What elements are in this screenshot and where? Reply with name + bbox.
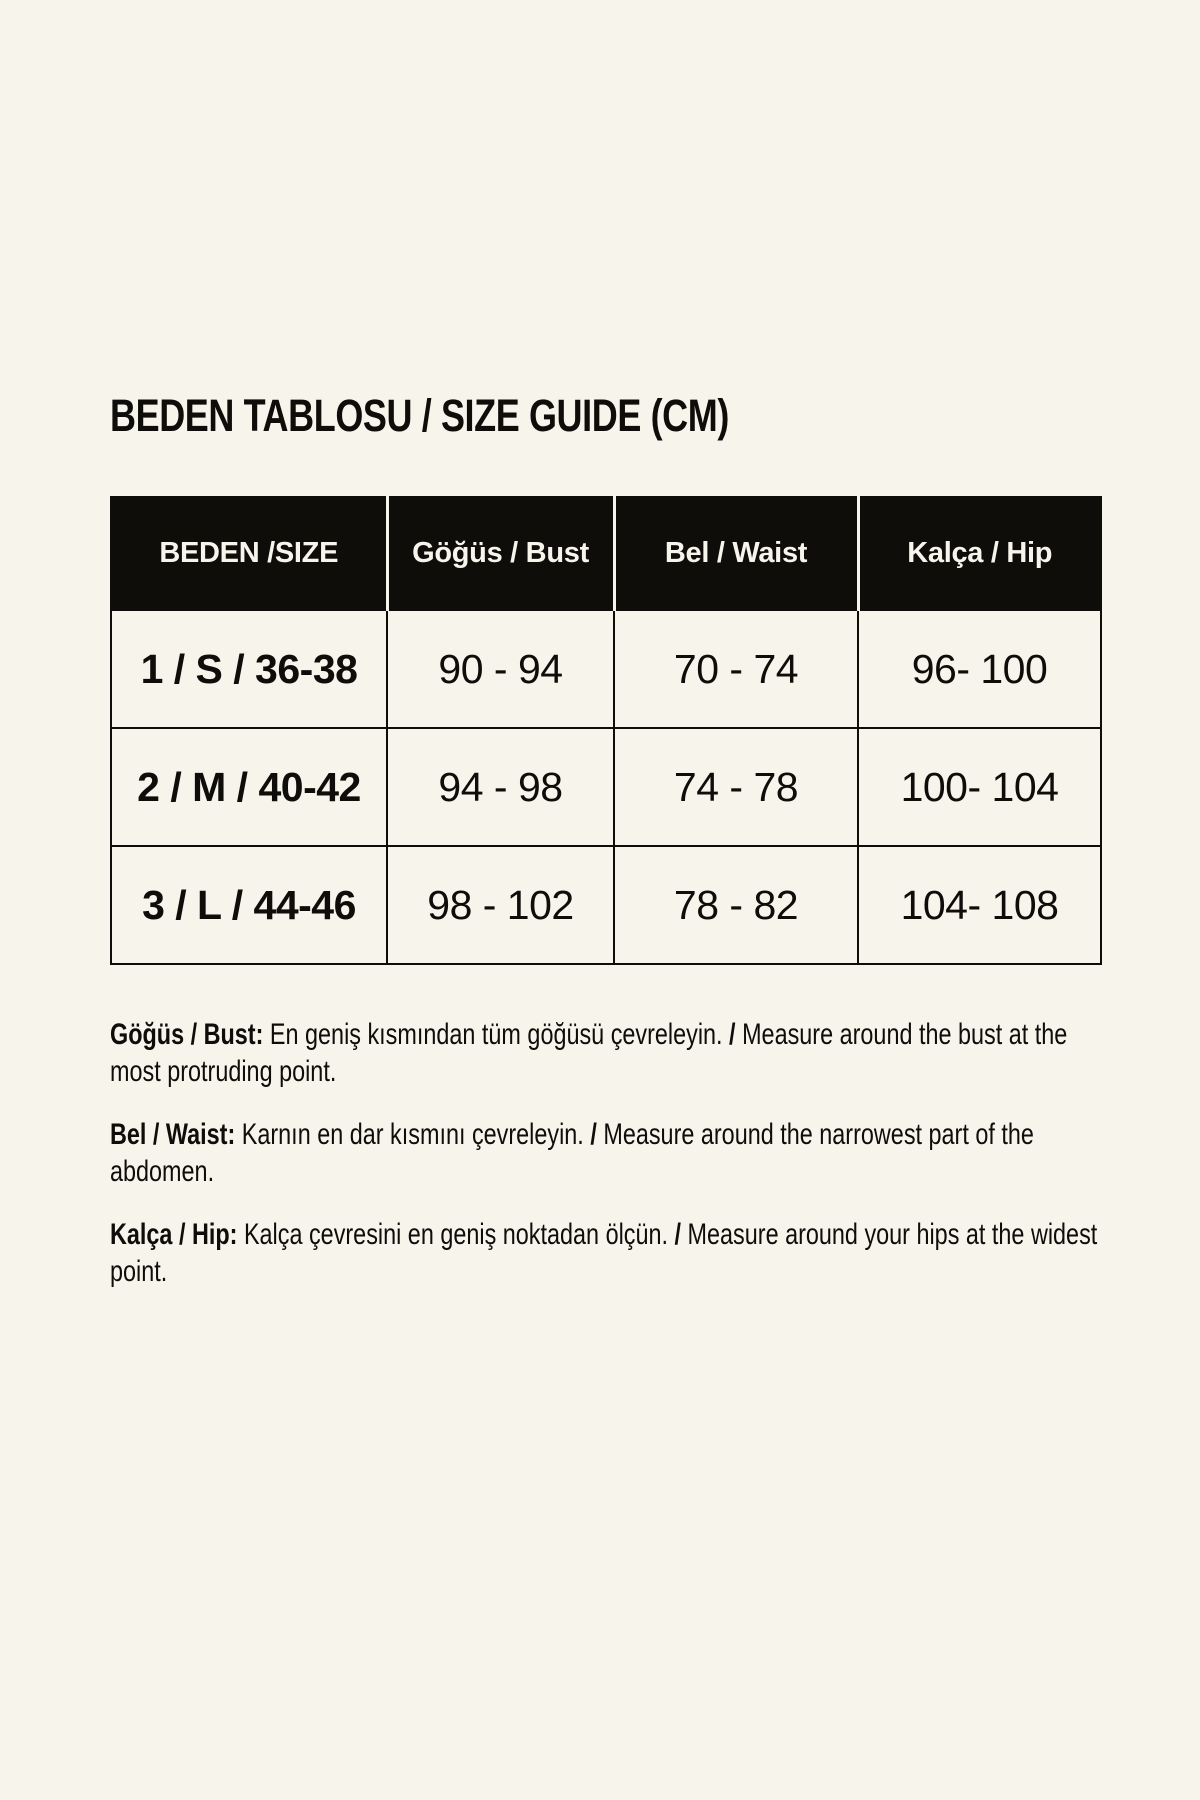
note-bust: Göğüs / Bust: En geniş kısmından tüm göğ… xyxy=(110,1016,1102,1090)
note-bust-slash: / xyxy=(729,1018,736,1051)
note-bust-label: Göğüs / Bust: xyxy=(110,1018,264,1051)
size-table-body: 1 / S / 36-38 90 - 94 70 - 74 96- 100 2 … xyxy=(110,609,1102,965)
cell-size-label: 3 / L / 44-46 xyxy=(110,845,388,965)
cell-hip-range: 100- 104 xyxy=(857,727,1102,847)
note-waist-slash: / xyxy=(590,1118,597,1151)
note-hip: Kalça / Hip: Kalça çevresini en geniş no… xyxy=(110,1216,1102,1290)
header-cell-waist: Bel / Waist xyxy=(612,497,858,610)
table-row-large: 3 / L / 44-46 98 - 102 78 - 82 104- 108 xyxy=(110,845,1102,965)
note-bust-turkish: En geniş kısmından tüm göğüsü çevreleyin… xyxy=(269,1018,723,1051)
cell-bust-range: 98 - 102 xyxy=(386,845,615,965)
page-title: BEDEN TABLOSU / SIZE GUIDE (CM) xyxy=(110,390,729,442)
cell-bust-range: 94 - 98 xyxy=(386,727,615,847)
header-row: BEDEN /SIZE Göğüs / Bust Bel / Waist Kal… xyxy=(111,497,1101,610)
cell-size-label: 2 / M / 40-42 xyxy=(110,727,388,847)
table-row-small: 1 / S / 36-38 90 - 94 70 - 74 96- 100 xyxy=(110,609,1102,729)
size-table-header-row: BEDEN /SIZE Göğüs / Bust Bel / Waist Kal… xyxy=(111,497,1101,610)
header-cell-size: BEDEN /SIZE xyxy=(111,497,387,610)
cell-waist-range: 74 - 78 xyxy=(613,727,859,847)
note-hip-slash: / xyxy=(674,1218,682,1251)
note-waist: Bel / Waist: Karnın en dar kısmını çevre… xyxy=(110,1116,1102,1190)
cell-hip-range: 96- 100 xyxy=(857,609,1102,729)
cell-waist-range: 70 - 74 xyxy=(613,609,859,729)
cell-waist-range: 78 - 82 xyxy=(613,845,859,965)
note-bust-english: Measure around the bust at the most prot… xyxy=(110,1018,1068,1088)
note-hip-label: Kalça / Hip: xyxy=(110,1218,238,1251)
measurement-notes: Göğüs / Bust: En geniş kısmından tüm göğ… xyxy=(110,1016,1102,1316)
cell-size-label: 1 / S / 36-38 xyxy=(110,609,388,729)
header-cell-hip: Kalça / Hip xyxy=(856,497,1101,610)
note-waist-english: Measure around the narrowest part of the… xyxy=(110,1118,1034,1188)
cell-hip-range: 104- 108 xyxy=(857,845,1102,965)
note-hip-turkish: Kalça çevresini en geniş noktadan ölçün. xyxy=(243,1218,669,1251)
header-cell-bust: Göğüs / Bust xyxy=(385,497,614,610)
cell-bust-range: 90 - 94 xyxy=(386,609,615,729)
table-row-medium: 2 / M / 40-42 94 - 98 74 - 78 100- 104 xyxy=(110,727,1102,847)
note-hip-english: Measure around your hips at the widest p… xyxy=(110,1218,1098,1288)
note-waist-turkish: Karnın en dar kısmını çevreleyin. xyxy=(241,1118,584,1151)
size-guide-table: BEDEN /SIZE Göğüs / Bust Bel / Waist Kal… xyxy=(110,496,1102,965)
note-waist-label: Bel / Waist: xyxy=(110,1118,236,1151)
